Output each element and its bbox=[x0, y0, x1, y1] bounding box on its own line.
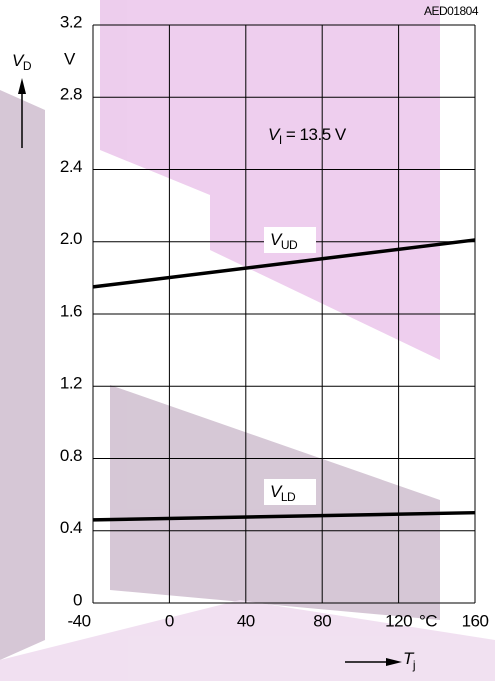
y-label-main: V bbox=[12, 51, 25, 70]
annotation-rest: = 13.5 V bbox=[282, 125, 347, 144]
y-tick-label: 1.2 bbox=[60, 374, 82, 393]
series-label-main: V bbox=[270, 482, 283, 501]
series-label-sub: LD bbox=[281, 490, 296, 504]
series-line bbox=[92, 510, 476, 522]
y-tick-label: 3.2 bbox=[60, 12, 82, 31]
y-label-sub: D bbox=[23, 59, 32, 73]
y-axis-label: VD bbox=[12, 51, 32, 73]
series-label: VUD bbox=[270, 230, 298, 252]
y-tick-label: 1.6 bbox=[60, 301, 82, 320]
x-tick-label: 80 bbox=[313, 611, 331, 630]
x-arrow bbox=[345, 658, 402, 666]
series-label: VLD bbox=[270, 482, 296, 504]
x-label-main: T bbox=[403, 649, 415, 668]
x-axis-label: Tj bbox=[403, 649, 415, 672]
y-unit: V bbox=[64, 49, 76, 68]
y-tick-label: 2.4 bbox=[60, 157, 82, 176]
annotation-main: V bbox=[268, 125, 281, 144]
y-tick-label: 2.0 bbox=[60, 229, 82, 248]
y-tick-label: 0.8 bbox=[60, 446, 82, 465]
x-tick-label: 0 bbox=[165, 611, 174, 630]
label-background bbox=[264, 227, 316, 253]
annotation-sub: I bbox=[279, 133, 282, 147]
x-tick-label: 120 bbox=[385, 611, 412, 630]
series-label-sub: UD bbox=[281, 238, 298, 252]
y-arrow bbox=[18, 78, 26, 148]
x-tick-label: 40 bbox=[237, 611, 255, 630]
annotation: VI = 13.5 V bbox=[268, 125, 347, 147]
x-tick-label: 160 bbox=[462, 611, 489, 630]
x-unit: °C bbox=[419, 611, 437, 630]
y-tick-label: 0.4 bbox=[60, 518, 82, 537]
x-tick-label: -40 bbox=[67, 611, 90, 630]
chart-code: AED01804 bbox=[424, 4, 479, 18]
series-label-main: V bbox=[270, 230, 283, 249]
y-tick-label: 2.8 bbox=[60, 85, 82, 104]
series-line bbox=[92, 238, 476, 289]
label-background bbox=[264, 479, 316, 505]
x-label-sub: j bbox=[412, 658, 415, 672]
y-tick-label: 0 bbox=[73, 590, 82, 609]
